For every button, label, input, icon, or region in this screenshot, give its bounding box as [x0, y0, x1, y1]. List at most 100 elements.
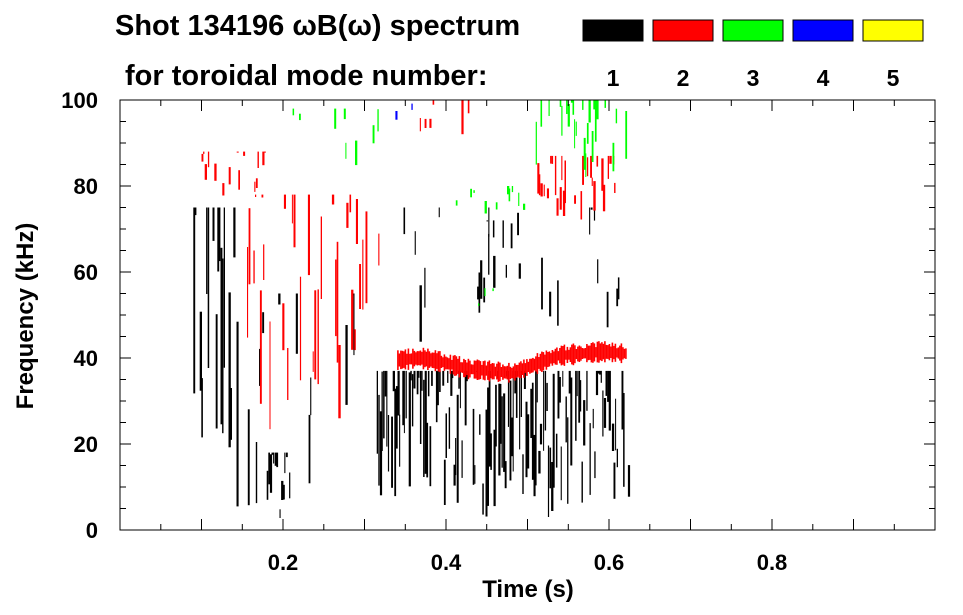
mode-2-band-segment — [449, 354, 452, 374]
mode-1-streak — [437, 370, 439, 406]
mode-1-streak — [451, 370, 454, 379]
mode-1-streak — [353, 293, 355, 356]
mode-1-streak — [594, 451, 596, 479]
mode-1-streak — [479, 414, 481, 435]
legend-label-3: 3 — [747, 65, 760, 91]
mode-1-streak — [466, 370, 468, 382]
mode-2-band-segment — [566, 346, 569, 363]
mode-2-band-segment — [499, 362, 501, 382]
mode-1-streak — [206, 207, 208, 294]
mode-2-band-segment — [404, 349, 407, 370]
mode-2-streak — [609, 155, 612, 164]
mode-1-streak — [419, 285, 422, 342]
mode-2-band-segment — [431, 352, 434, 368]
mode-1-streak — [568, 370, 571, 394]
mode-1-streak — [504, 461, 507, 489]
mode-1-streak — [565, 396, 567, 443]
mode-1-streak — [517, 212, 519, 236]
mode-1-streak — [525, 401, 528, 478]
mode-1-streak — [498, 383, 501, 476]
mode-1-streak — [273, 452, 275, 464]
mode-2-band-segment — [545, 350, 548, 370]
legend-label-4: 4 — [817, 65, 830, 91]
mode-1-streak — [480, 260, 483, 299]
mode-2-streak — [461, 100, 464, 135]
mode-2-band-segment — [521, 363, 524, 375]
x-tick-label: 0.4 — [431, 550, 462, 575]
mode-1-streak — [511, 417, 514, 457]
mode-2-streak — [596, 155, 599, 167]
mode-1-streak — [458, 370, 460, 389]
mode-1-streak — [230, 388, 232, 440]
mode-1-streak — [284, 452, 286, 474]
mode-1-streak — [220, 247, 223, 425]
mode-2-band-segment — [608, 344, 611, 361]
mode-2-streak — [591, 177, 593, 186]
mode-2-streak — [214, 163, 217, 181]
mode-2-band-segment — [604, 341, 606, 363]
mode-4-region — [395, 103, 413, 120]
mode-1-streak — [578, 370, 581, 423]
mode-2-band-segment — [407, 348, 410, 370]
mode-2-streak — [349, 194, 352, 213]
legend-swatch-2 — [652, 19, 714, 42]
mode-2-band-segment — [406, 353, 408, 365]
mode-2-band-segment — [469, 360, 471, 378]
mode-2-streak — [293, 194, 296, 248]
x-tick-label: 0.2 — [268, 550, 299, 575]
mode-2-band-segment — [491, 363, 494, 380]
mode-1-streak — [562, 370, 564, 387]
mode-3-streak — [572, 100, 575, 115]
mode-1-streak — [215, 314, 218, 429]
mode-2-streak — [429, 118, 432, 128]
mode-3-streak — [292, 108, 295, 116]
mode-2-band-segment — [421, 351, 423, 365]
mode-2-band-segment — [472, 364, 474, 375]
mode-1-streak — [597, 259, 599, 284]
mode-3-streak — [570, 100, 573, 103]
y-tick-label: 80 — [74, 174, 98, 199]
mode-2-streak — [586, 157, 589, 177]
mode-1-streak — [488, 233, 490, 275]
mode-1-streak — [418, 370, 420, 378]
mode-3-streak — [343, 108, 346, 120]
mode-1-streak — [308, 414, 311, 484]
mode-1-streak — [483, 277, 486, 303]
mode-2-band-segment — [584, 348, 587, 359]
mode-1-streak — [218, 207, 221, 262]
mode-2-band-segment — [559, 348, 561, 364]
mode-1-region — [403, 207, 620, 342]
mode-2-band-segment — [619, 345, 621, 361]
mode-2-streak — [287, 348, 289, 400]
mode-3-streak — [470, 188, 472, 198]
mode-1-region — [193, 207, 239, 507]
mode-2-band-segment — [577, 346, 579, 362]
mode-2-streak — [590, 155, 592, 178]
mode-1-streak — [289, 472, 291, 499]
mode-2-streak — [263, 244, 265, 280]
mode-2-band-segment — [502, 364, 504, 380]
mode-2-band-segment — [443, 354, 446, 371]
mode-1-streak — [403, 207, 406, 235]
mode-2-band-segment — [479, 361, 482, 380]
mode-3-streak — [615, 108, 618, 124]
mode-3-streak — [473, 190, 475, 193]
mode-1-streak — [593, 207, 596, 221]
mode-1-streak — [207, 207, 210, 368]
mode-1-streak — [429, 426, 432, 487]
mode-3-streak — [566, 100, 568, 114]
mode-1-streak — [222, 258, 224, 434]
mode-2-streak — [554, 155, 557, 196]
mode-2-band-segment — [542, 352, 545, 371]
mode-1-streak — [423, 379, 425, 477]
mode-2-streak — [299, 276, 302, 381]
mode-1-streak — [450, 370, 453, 396]
mode-1-streak — [392, 370, 395, 392]
legend-label-1: 1 — [607, 65, 620, 91]
mode-1-streak — [599, 370, 602, 375]
mode-2-band-segment — [563, 344, 566, 366]
mode-1-streak — [486, 220, 489, 222]
mode-3-streak — [372, 125, 375, 144]
mode-1-streak — [217, 207, 220, 272]
